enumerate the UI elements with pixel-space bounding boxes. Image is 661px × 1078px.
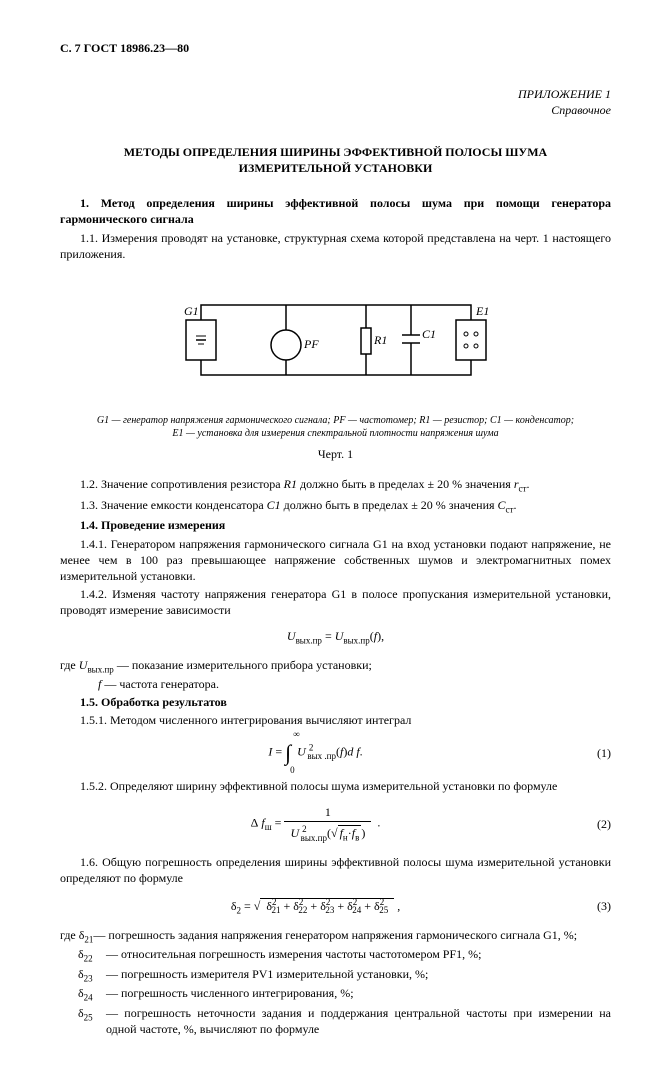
label-e1: E1 [475,304,489,318]
para-1-4-1: 1.4.1. Генератором напряжения гармоничес… [60,536,611,585]
para-1-1: 1.1. Измерения проводят на установке, ст… [60,230,611,262]
para-1-4-2: 1.4.2. Изменяя частоту напряжения генера… [60,586,611,618]
formula-2-num: (2) [571,816,611,832]
para-1-4-title: 1.4. Проведение измерения [60,517,611,533]
figure-label: Черт. 1 [60,446,611,462]
document-title: МЕТОДЫ ОПРЕДЕЛЕНИЯ ШИРИНЫ ЭФФЕКТИВНОЙ ПО… [60,144,611,178]
title-line1: МЕТОДЫ ОПРЕДЕЛЕНИЯ ШИРИНЫ ЭФФЕКТИВНОЙ ПО… [124,145,547,159]
title-line2: ИЗМЕРИТЕЛЬНОЙ УСТАНОВКИ [239,161,433,175]
formula-2: Δ fш = 1 U 2вых.пр(√fн·fв) . (2) [60,804,611,844]
circuit-diagram: G1 PF R1 C1 E1 [60,280,611,404]
para-1-5-1: 1.5.1. Методом численного интегрирования… [60,712,611,728]
para-1-6: 1.6. Общую погрешность определения ширин… [60,854,611,886]
annex-line1: ПРИЛОЖЕНИЕ 1 [60,86,611,102]
formula-1: I = ∫∞0 U 2вых .пр(f)d f. (1) [60,738,611,768]
para-1-3: 1.3. Значение емкости конденсатора С1 до… [60,497,611,516]
diagram-caption: G1 — генератор напряжения гармонического… [60,414,611,440]
formula-0: Uвых.пр = Uвых.пр(f), [60,628,611,647]
annex-block: ПРИЛОЖЕНИЕ 1 Справочное [60,86,611,118]
section-1-title: 1. Метод определения ширины эффективной … [60,195,611,227]
label-c1: C1 [422,327,436,341]
formula-3-num: (3) [571,898,611,914]
formula-3: δ2 = √ δ221 + δ222 + δ223 + δ224 + δ225 … [60,896,611,917]
page-header: С. 7 ГОСТ 18986.23—80 [60,40,611,56]
label-g1: G1 [184,304,199,318]
label-pf: PF [303,337,319,351]
where-0: где Uвых.пр — показание измерительного п… [60,657,611,692]
formula-1-num: (1) [571,745,611,761]
para-1-5-2: 1.5.2. Определяют ширину эффективной пол… [60,778,611,794]
annex-line2: Справочное [60,102,611,118]
para-1-2: 1.2. Значение сопротивления резистора R1… [60,476,611,495]
para-1-5-title: 1.5. Обработка результатов [60,694,611,710]
where-block-3: где δ21— погрешность задания напряжения … [60,927,611,1038]
label-r1: R1 [373,333,387,347]
